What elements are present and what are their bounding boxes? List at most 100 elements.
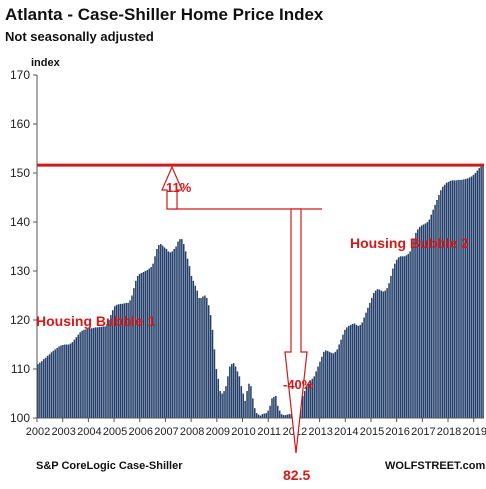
chart-title: Atlanta - Case-Shiller Home Price Index — [5, 5, 324, 24]
bar — [397, 257, 400, 418]
bar — [37, 364, 39, 418]
annotation-minus-40pct: -40% — [283, 377, 314, 392]
bar — [470, 176, 473, 418]
bar — [480, 166, 482, 418]
bar — [223, 391, 225, 418]
bar — [301, 395, 304, 418]
bar — [395, 259, 398, 418]
bar — [271, 398, 273, 418]
bar — [227, 376, 229, 418]
bar — [73, 339, 76, 418]
bar — [94, 327, 97, 418]
bar — [324, 350, 327, 418]
bar — [305, 386, 308, 418]
bar — [244, 400, 246, 418]
bar — [372, 293, 375, 418]
bar — [323, 351, 325, 418]
bar — [307, 383, 310, 418]
bar — [478, 168, 480, 418]
bar — [67, 344, 70, 418]
bar — [39, 362, 41, 418]
bar — [152, 263, 154, 418]
bar — [42, 359, 45, 418]
bar — [438, 195, 440, 418]
bar — [102, 326, 104, 418]
bar — [144, 271, 147, 418]
bar — [171, 251, 174, 418]
bar — [229, 366, 231, 418]
bar — [112, 310, 114, 418]
bar — [133, 288, 135, 418]
bar — [273, 396, 275, 418]
x-tick-label: 2013 — [308, 426, 332, 438]
bar — [50, 352, 53, 418]
bar — [221, 393, 223, 418]
bar — [96, 327, 99, 418]
bar — [455, 180, 457, 418]
bar — [113, 306, 116, 418]
bar — [378, 289, 381, 418]
bar — [347, 325, 350, 418]
bar — [434, 204, 436, 418]
bar — [54, 349, 56, 418]
bar — [363, 317, 365, 418]
bar — [315, 371, 317, 418]
bar — [240, 386, 243, 418]
bar — [115, 304, 118, 418]
bar — [219, 391, 221, 418]
bar — [472, 174, 475, 418]
y-tick-label: 150 — [10, 166, 30, 180]
bar — [466, 178, 469, 418]
bar — [418, 226, 421, 418]
up-arrow-11pct — [161, 165, 183, 210]
bar — [353, 323, 356, 418]
bar — [83, 329, 85, 418]
bar — [117, 304, 120, 418]
bar — [46, 355, 49, 418]
bar — [106, 323, 108, 418]
bar — [188, 266, 191, 418]
annotation-82-5: 82.5 — [283, 467, 310, 483]
bar — [394, 263, 396, 418]
x-tick-label: 2008 — [180, 426, 204, 438]
bar — [365, 312, 367, 418]
bar — [104, 326, 106, 418]
bar — [125, 302, 127, 418]
bar — [200, 297, 202, 418]
bar — [430, 214, 432, 418]
bar — [64, 344, 66, 418]
bar — [209, 315, 212, 418]
bar — [336, 349, 338, 418]
x-tick-label: 2019 — [462, 426, 486, 438]
x-tick-label: 2011 — [257, 426, 281, 438]
bar — [384, 290, 386, 418]
bar — [131, 295, 133, 418]
bar — [344, 329, 346, 418]
x-tick-label: 2015 — [360, 426, 384, 438]
annotation-bubble-2: Housing Bubble 2 — [350, 235, 469, 251]
bar — [48, 354, 51, 418]
bar — [65, 344, 68, 418]
bar — [202, 296, 204, 418]
bar — [317, 366, 319, 418]
bar — [338, 344, 340, 418]
bar — [146, 270, 149, 418]
bar — [399, 256, 402, 418]
bar — [56, 347, 58, 418]
bar — [280, 414, 283, 418]
bar — [196, 290, 198, 418]
bar — [123, 303, 126, 418]
bar — [158, 245, 160, 418]
y-tick-label: 130 — [10, 264, 30, 278]
bar — [269, 405, 271, 418]
bar — [215, 369, 218, 418]
bar — [206, 297, 208, 418]
bar — [79, 332, 81, 418]
bar — [161, 245, 164, 418]
bar — [319, 361, 321, 418]
bar — [135, 280, 137, 418]
bar — [334, 351, 337, 418]
bar — [121, 303, 124, 418]
x-tick-label: 2009 — [206, 426, 230, 438]
bar — [87, 328, 89, 418]
